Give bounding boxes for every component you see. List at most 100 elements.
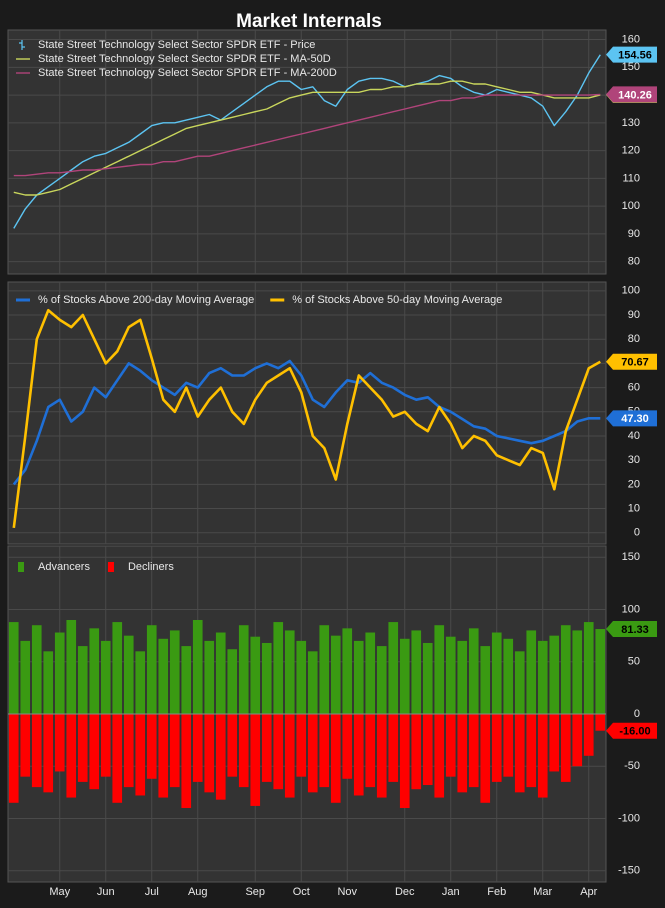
bar xyxy=(514,714,525,793)
bar xyxy=(77,646,88,714)
bar xyxy=(66,714,77,798)
y-tick-label: 50 xyxy=(628,656,640,668)
bar xyxy=(112,714,123,803)
chart-title: Market Internals xyxy=(236,11,382,32)
line xyxy=(12,359,601,486)
bar xyxy=(307,714,318,793)
bar xyxy=(503,638,514,714)
bar xyxy=(204,714,215,793)
bar xyxy=(549,714,560,772)
value-label: 47.30 xyxy=(621,413,649,425)
legend-marker xyxy=(107,562,114,572)
x-tick-label: Oct xyxy=(293,886,310,898)
bar xyxy=(422,642,433,714)
bar xyxy=(503,714,514,777)
bar xyxy=(572,630,583,714)
bar xyxy=(411,714,422,790)
y-tick-label: -100 xyxy=(618,812,640,824)
bar xyxy=(8,622,19,714)
bar xyxy=(399,638,410,714)
value-label: 154.56 xyxy=(618,50,652,62)
legend-label: State Street Technology Select Sector SP… xyxy=(38,53,331,65)
legend-label: Advancers xyxy=(38,561,90,573)
bar xyxy=(43,651,54,714)
bar xyxy=(20,714,31,777)
bar xyxy=(100,640,111,714)
line xyxy=(13,80,601,196)
y-tick-label: -50 xyxy=(624,760,640,772)
bar xyxy=(89,628,100,714)
bar xyxy=(20,640,31,714)
legend-marker xyxy=(18,562,24,572)
x-tick-label: Dec xyxy=(395,886,415,898)
bar xyxy=(158,714,169,798)
y-tick-label: 60 xyxy=(628,382,640,394)
x-tick-label: Mar xyxy=(533,886,552,898)
bar xyxy=(8,714,19,803)
bar xyxy=(445,714,456,777)
bar xyxy=(342,714,353,779)
bar xyxy=(468,714,479,788)
y-tick-label: 80 xyxy=(628,333,640,345)
y-tick-label: 100 xyxy=(622,603,640,615)
bar xyxy=(66,619,77,714)
bar xyxy=(537,714,548,798)
bar xyxy=(353,714,364,796)
bar xyxy=(480,714,491,803)
bar xyxy=(307,651,318,714)
y-tick-label: 130 xyxy=(622,117,640,129)
value-label: 140.26 xyxy=(618,89,652,101)
bar xyxy=(181,646,192,714)
bar xyxy=(100,714,111,777)
bar xyxy=(388,622,399,714)
bar xyxy=(353,640,364,714)
y-tick-label: 10 xyxy=(628,502,640,514)
bar xyxy=(227,714,238,777)
bar xyxy=(595,714,606,731)
value-tag xyxy=(606,46,657,63)
bar xyxy=(112,622,123,714)
legend-label: State Street Technology Select Sector SP… xyxy=(38,39,315,51)
legend-label: % of Stocks Above 50-day Moving Average xyxy=(292,294,502,306)
bar xyxy=(192,714,203,782)
bar xyxy=(43,714,54,793)
bar xyxy=(457,714,468,793)
y-tick-label: 30 xyxy=(628,454,640,466)
bar xyxy=(491,632,502,714)
y-tick-label: 120 xyxy=(622,145,640,157)
bar xyxy=(526,714,537,788)
value-tag xyxy=(606,722,657,739)
bar xyxy=(261,714,272,782)
value-tag xyxy=(606,86,657,103)
bar xyxy=(135,651,146,714)
legend-label: Decliners xyxy=(128,561,174,573)
y-tick-label: -150 xyxy=(618,865,640,877)
bar xyxy=(238,625,249,714)
bar xyxy=(434,625,445,714)
bar xyxy=(250,636,261,714)
bar xyxy=(319,714,330,788)
bar xyxy=(549,635,560,714)
bar xyxy=(54,632,65,714)
bar xyxy=(560,625,571,714)
bar xyxy=(54,714,65,772)
bar xyxy=(468,628,479,714)
bar xyxy=(296,714,307,777)
x-tick-label: Jun xyxy=(97,886,115,898)
bar xyxy=(31,625,42,714)
x-tick-label: Apr xyxy=(580,886,597,898)
value-label: 70.67 xyxy=(621,357,649,369)
x-tick-label: Nov xyxy=(337,886,357,898)
line xyxy=(12,308,601,529)
value-tag xyxy=(606,621,657,638)
bar xyxy=(365,632,376,714)
bar xyxy=(434,714,445,798)
bar xyxy=(192,619,203,714)
y-tick-label: 80 xyxy=(628,256,640,268)
line xyxy=(13,93,601,177)
bar xyxy=(365,714,376,788)
line xyxy=(13,54,601,229)
bar xyxy=(135,714,146,796)
y-tick-label: 90 xyxy=(628,228,640,240)
